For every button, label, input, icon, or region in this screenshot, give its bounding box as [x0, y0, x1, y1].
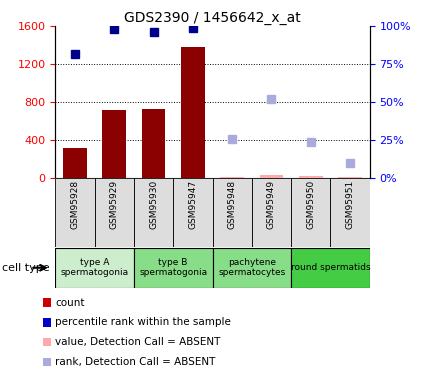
Bar	[291, 248, 370, 288]
Bar	[299, 176, 323, 178]
Bar	[55, 178, 94, 247]
Bar	[63, 148, 87, 178]
Text: type B
spermatogonia: type B spermatogonia	[139, 258, 207, 278]
Text: value, Detection Call = ABSENT: value, Detection Call = ABSENT	[55, 337, 221, 347]
Bar	[212, 178, 252, 247]
Bar	[260, 175, 283, 178]
Bar	[134, 178, 173, 247]
Text: GSM95948: GSM95948	[228, 180, 237, 229]
Text: type A
spermatogonia: type A spermatogonia	[60, 258, 129, 278]
Bar	[173, 178, 212, 247]
Text: rank, Detection Call = ABSENT: rank, Detection Call = ABSENT	[55, 357, 215, 367]
Bar	[94, 178, 134, 247]
Text: GSM95930: GSM95930	[149, 180, 158, 230]
Text: pachytene
spermatocytes: pachytene spermatocytes	[218, 258, 286, 278]
Text: GSM95949: GSM95949	[267, 180, 276, 229]
Bar	[181, 47, 204, 178]
Text: GSM95928: GSM95928	[71, 180, 79, 229]
Text: GSM95929: GSM95929	[110, 180, 119, 229]
Text: round spermatids: round spermatids	[291, 263, 370, 272]
Text: GSM95950: GSM95950	[306, 180, 315, 230]
Bar	[134, 248, 212, 288]
Bar	[212, 248, 291, 288]
Title: GDS2390 / 1456642_x_at: GDS2390 / 1456642_x_at	[124, 11, 301, 25]
Bar	[252, 178, 291, 247]
Bar	[102, 110, 126, 178]
Text: GSM95947: GSM95947	[188, 180, 197, 229]
Text: percentile rank within the sample: percentile rank within the sample	[55, 317, 231, 327]
Text: GSM95951: GSM95951	[346, 180, 354, 230]
Bar	[55, 248, 134, 288]
Text: cell type: cell type	[2, 263, 50, 273]
Bar	[220, 177, 244, 178]
Text: count: count	[55, 297, 85, 307]
Bar	[331, 178, 370, 247]
Bar	[291, 178, 331, 247]
Bar	[142, 109, 165, 178]
Bar	[338, 177, 362, 178]
